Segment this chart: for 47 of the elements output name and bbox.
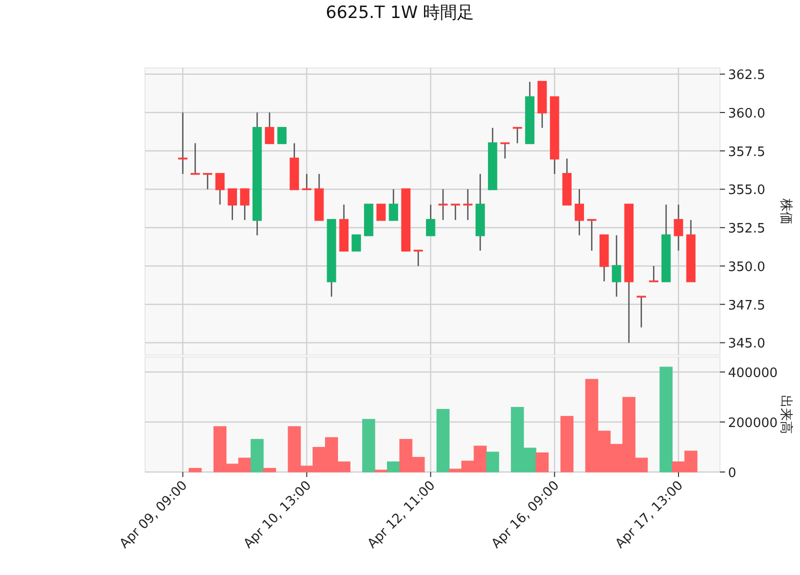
candlestick	[587, 219, 596, 252]
candlestick	[264, 112, 274, 144]
y-tick-label: 200000	[728, 416, 778, 431]
bar	[660, 366, 673, 472]
candlestick	[178, 112, 188, 175]
candlestick	[438, 188, 448, 221]
bar	[374, 470, 388, 472]
y-axis-title: 株価	[778, 198, 793, 224]
y-tick-label: 360.0	[728, 106, 766, 122]
candlestick	[450, 204, 460, 221]
candlestick	[228, 188, 238, 221]
candlestick	[202, 173, 212, 190]
candlestick	[215, 173, 225, 206]
bar	[386, 461, 400, 472]
y-tick-label: 347.5	[728, 298, 766, 314]
y-tick-label: 0	[728, 466, 736, 481]
candlestick	[649, 265, 658, 282]
bar	[486, 452, 500, 472]
y-tick-label: 362.5	[728, 68, 766, 84]
bar	[362, 418, 376, 472]
y-tick-label: 345.0	[728, 336, 766, 352]
y-tick-label: 400000	[728, 366, 778, 381]
bar	[536, 452, 549, 472]
candlestick	[240, 188, 250, 221]
bar	[188, 468, 202, 472]
bar	[250, 438, 264, 472]
candlestick	[674, 204, 684, 252]
bar	[263, 468, 276, 472]
candlestick	[277, 126, 287, 144]
candlestick	[574, 188, 584, 236]
candlestick	[414, 250, 423, 267]
candlestick	[388, 188, 398, 221]
candlestick	[190, 142, 200, 175]
candlestick	[512, 126, 522, 144]
candlestick	[612, 234, 622, 298]
bar	[560, 416, 574, 472]
bar	[436, 408, 450, 472]
y-tick-label: 352.5	[728, 222, 766, 237]
y-axis-title: 出来高	[778, 395, 794, 434]
candlestick	[426, 204, 436, 236]
y-tick-label: 355.0	[728, 183, 766, 198]
candlestick	[376, 204, 386, 221]
y-tick-label: 357.5	[728, 144, 766, 160]
candlestick	[463, 188, 472, 221]
chart-title: 6625.T 1W 時間足	[326, 3, 474, 23]
candlestick	[352, 234, 361, 252]
y-tick-label: 350.0	[728, 260, 766, 275]
